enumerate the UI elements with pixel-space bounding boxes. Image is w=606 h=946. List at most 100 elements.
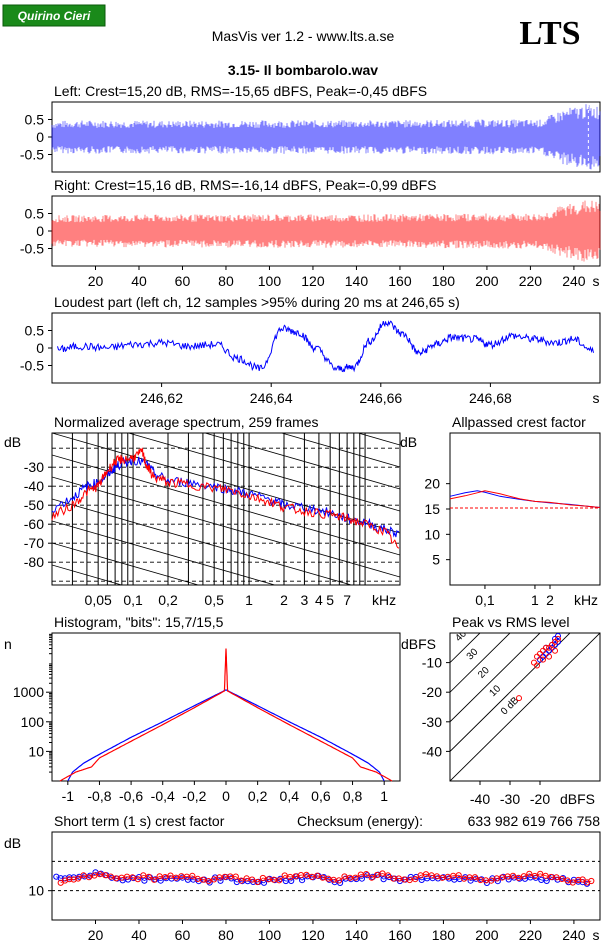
xtick-label: 0 <box>222 788 230 804</box>
crest-line-label: 20 <box>476 665 492 681</box>
spectrum-ylabel: dB <box>4 434 21 450</box>
short-term-point-1 <box>379 870 386 877</box>
short-term-point-1 <box>515 874 522 881</box>
short-term-point-1 <box>151 876 158 883</box>
peak-rms-point-0 <box>549 644 555 651</box>
xtick-label: 60 <box>175 927 191 943</box>
xtick-label: 120 <box>301 273 325 289</box>
ytick-label: 0 <box>36 223 44 239</box>
xtick-label: 120 <box>301 927 325 943</box>
ytick-label: 0.5 <box>25 112 45 128</box>
xtick-label: 100 <box>258 927 282 943</box>
short-term-point-1 <box>303 871 310 878</box>
crest-line-label: 40 <box>453 628 469 644</box>
peak-rms-yticks: -10 -20 -30 -40 <box>422 655 450 759</box>
short-term-ylabel: dB <box>4 835 21 851</box>
histogram-line-0 <box>67 689 385 782</box>
short-term-point-0 <box>462 874 469 881</box>
peak-rms-point-1 <box>540 656 546 663</box>
right-waveform-yticks: 0.50 -0.5 <box>20 206 52 257</box>
short-term-point-1 <box>412 876 419 883</box>
xunit-label: s <box>593 390 600 406</box>
allpassed-line-1 <box>449 490 601 508</box>
short-term-point-0 <box>157 877 164 884</box>
crest-line-label: 10 <box>488 683 504 699</box>
short-term-point-1 <box>558 875 566 883</box>
spectrum-xticks: 0,05 0,1 0,2 0,5 1 2 3 4 5 7 <box>85 592 352 608</box>
peak-rms-point-1 <box>537 650 543 657</box>
ytick-label: -40 <box>24 478 44 494</box>
short-term-crest-panel: Short term (1 s) crest factor Checksum (… <box>4 813 601 943</box>
short-term-point-1 <box>374 871 381 879</box>
checksum-value: 633 982 619 766 758 <box>468 813 601 829</box>
xtick-label: 160 <box>388 273 412 289</box>
spectrum-title: Normalized average spectrum, 259 frames <box>54 414 319 430</box>
short-term-point-1 <box>363 871 370 878</box>
right-waveform-title: Right: Crest=15,16 dB, RMS=-16,14 dBFS, … <box>54 177 436 193</box>
xtick-label: 200 <box>475 927 499 943</box>
short-term-point-1 <box>85 874 93 881</box>
short-term-point-1 <box>254 878 261 886</box>
ytick-label: -40 <box>422 743 442 759</box>
lts-brand: LTS <box>519 15 580 52</box>
crest-line <box>450 633 600 781</box>
allpassed-xticks: 0,1 1 2 kHz <box>475 585 598 608</box>
xtick-label: 4 <box>315 592 323 608</box>
short-term-point-1 <box>531 872 538 880</box>
peak-rms-point-1 <box>534 653 540 660</box>
short-term-point-1 <box>509 872 517 879</box>
crest-line <box>450 633 571 752</box>
xtick-label: 20 <box>88 927 104 943</box>
xtick-label: 60 <box>175 273 191 289</box>
short-term-reference-lines <box>52 860 600 892</box>
peak-rms-point-0 <box>537 656 543 663</box>
right-waveform-xticks: 20 40 60 80 100 120 140 160 180 200 220 240 s <box>88 266 600 289</box>
file-name: 3.15- Il bombarolo.wav <box>228 62 378 78</box>
short-term-point-1 <box>542 872 549 879</box>
peak-rms-point-0 <box>543 650 549 657</box>
xtick-label: 0,6 <box>311 788 331 804</box>
xtick-label: 0,4 <box>280 788 300 804</box>
short-term-point-1 <box>102 872 109 879</box>
xunit-label: kHz <box>574 592 598 608</box>
short-term-title: Short term (1 s) crest factor <box>54 813 225 829</box>
left-waveform-title: Left: Crest=15,20 dB, RMS=-15,65 dBFS, P… <box>54 83 427 99</box>
short-term-point-1 <box>162 874 169 881</box>
short-term-point-1 <box>281 872 288 879</box>
short-term-xticks: 20 40 60 80 100 120 140 160 180 200 220 240 s <box>88 920 600 943</box>
loudest-part-panel: Loudest part (left ch, 12 samples >95% d… <box>20 294 601 406</box>
short-term-point-0 <box>380 876 387 883</box>
xtick-label: 246,62 <box>140 390 183 406</box>
peak-rms-title: Peak vs RMS level <box>452 614 569 630</box>
ytick-label: -0.5 <box>20 241 44 257</box>
short-term-point-0 <box>190 876 197 883</box>
xtick-label: 246,64 <box>250 390 293 406</box>
short-term-series <box>53 869 595 887</box>
short-term-point-0 <box>456 875 463 883</box>
left-waveform-trace <box>51 104 601 170</box>
short-term-point-1 <box>455 872 462 879</box>
short-term-point-1 <box>579 876 586 883</box>
xtick-label: 7 <box>343 592 351 608</box>
short-term-point-0 <box>179 874 186 881</box>
peak-rms-point-0 <box>552 641 558 648</box>
checksum-label: Checksum (energy): <box>297 813 423 829</box>
short-term-point-1 <box>238 877 245 884</box>
ytick-label: -50 <box>24 497 44 513</box>
short-term-point-1 <box>537 870 544 877</box>
xtick-label: 180 <box>432 273 456 289</box>
short-term-point-1 <box>569 879 576 886</box>
short-term-point-1 <box>232 873 239 880</box>
spectrum-diagonal <box>280 433 400 468</box>
xtick-label: 5 <box>326 592 334 608</box>
ytick-label: 0.5 <box>25 323 45 339</box>
left-waveform-yticks: 0.50 -0.5 <box>20 112 52 163</box>
xtick-label: 240 <box>562 927 586 943</box>
allpassed-ylabel: dB <box>400 434 417 450</box>
histogram-line-1 <box>59 648 393 782</box>
peak-rms-point-1 <box>540 647 546 654</box>
peak-rms-point-0 <box>552 635 558 642</box>
xunit-label: s <box>593 927 600 943</box>
xtick-label: -0,8 <box>87 788 111 804</box>
